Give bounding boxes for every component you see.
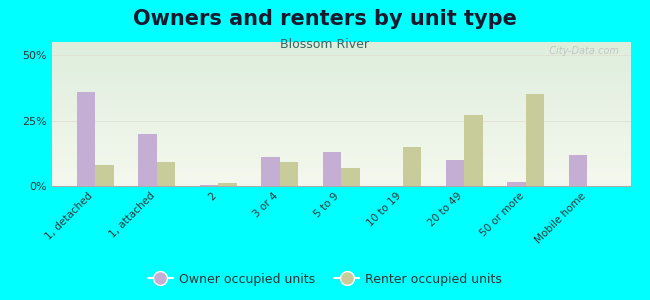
Bar [77,92,95,186]
Bar [280,162,298,186]
Bar [157,162,175,186]
Text: City-Data.com: City-Data.com [543,46,619,56]
Bar [403,147,421,186]
Bar [508,182,526,186]
Bar [526,94,544,186]
Bar [569,154,588,186]
Legend: Owner occupied units, Renter occupied units: Owner occupied units, Renter occupied un… [143,268,507,291]
Bar [323,152,341,186]
Bar [138,134,157,186]
Bar [218,183,237,186]
Bar [464,115,483,186]
Text: Blossom River: Blossom River [281,38,369,50]
Text: Owners and renters by unit type: Owners and renters by unit type [133,9,517,29]
Bar [95,165,114,186]
Bar [200,185,218,186]
Bar [341,168,359,186]
Bar [261,157,280,186]
Bar [446,160,464,186]
